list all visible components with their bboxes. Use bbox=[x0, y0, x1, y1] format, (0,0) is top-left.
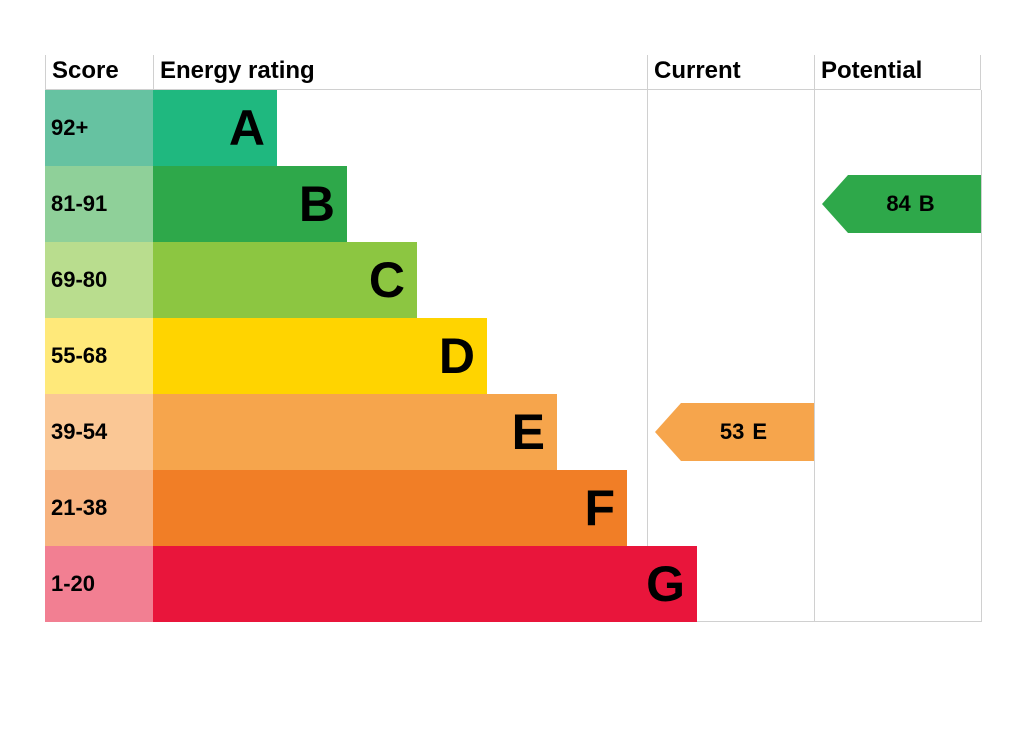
header-row: Score Energy rating Current Potential bbox=[45, 55, 981, 90]
potential-pointer-score: 84 bbox=[886, 191, 910, 217]
rating-row-e: 39-54 E bbox=[45, 394, 981, 470]
score-range-e: 39-54 bbox=[45, 394, 153, 470]
rating-letter-a: A bbox=[229, 99, 265, 157]
current-pointer-score: 53 bbox=[720, 419, 744, 445]
potential-pointer-letter: B bbox=[919, 191, 935, 217]
rating-bar-a: A bbox=[153, 90, 277, 166]
header-potential: Potential bbox=[814, 55, 981, 89]
rating-letter-f: F bbox=[584, 479, 615, 537]
score-range-f: 21-38 bbox=[45, 470, 153, 546]
rating-bar-c: C bbox=[153, 242, 417, 318]
rating-row-c: 69-80 C bbox=[45, 242, 981, 318]
score-range-d: 55-68 bbox=[45, 318, 153, 394]
header-current: Current bbox=[647, 55, 814, 89]
rating-row-d: 55-68 D bbox=[45, 318, 981, 394]
score-range-c: 69-80 bbox=[45, 242, 153, 318]
potential-pointer-label: 84 B bbox=[848, 175, 981, 233]
rating-bar-d: D bbox=[153, 318, 487, 394]
current-pointer-arrow-icon bbox=[655, 403, 681, 461]
rating-bar-f: F bbox=[153, 470, 627, 546]
current-pointer: 53 E bbox=[655, 403, 814, 461]
score-range-a: 92+ bbox=[45, 90, 153, 166]
potential-pointer: 84 B bbox=[822, 175, 981, 233]
rating-letter-c: C bbox=[369, 251, 405, 309]
energy-rating-chart: Score Energy rating Current Potential 92… bbox=[45, 55, 981, 622]
rating-letter-g: G bbox=[646, 555, 685, 613]
rating-bar-g: G bbox=[153, 546, 697, 622]
separator-right-edge bbox=[981, 90, 982, 622]
rating-rows: 92+ A 81-91 B 69-80 C 55-68 D 39-54 E 21-38 F 1-20 G 5… bbox=[45, 90, 981, 622]
current-pointer-label: 53 E bbox=[681, 403, 814, 461]
rating-letter-d: D bbox=[439, 327, 475, 385]
rating-letter-e: E bbox=[512, 403, 545, 461]
rating-letter-b: B bbox=[299, 175, 335, 233]
score-range-g: 1-20 bbox=[45, 546, 153, 622]
rating-row-f: 21-38 F bbox=[45, 470, 981, 546]
rating-row-a: 92+ A bbox=[45, 90, 981, 166]
rating-row-g: 1-20 G bbox=[45, 546, 981, 622]
rating-bar-b: B bbox=[153, 166, 347, 242]
rating-bar-e: E bbox=[153, 394, 557, 470]
potential-pointer-arrow-icon bbox=[822, 175, 848, 233]
current-pointer-letter: E bbox=[752, 419, 767, 445]
score-range-b: 81-91 bbox=[45, 166, 153, 242]
header-score: Score bbox=[45, 55, 153, 89]
header-rating: Energy rating bbox=[153, 55, 647, 89]
